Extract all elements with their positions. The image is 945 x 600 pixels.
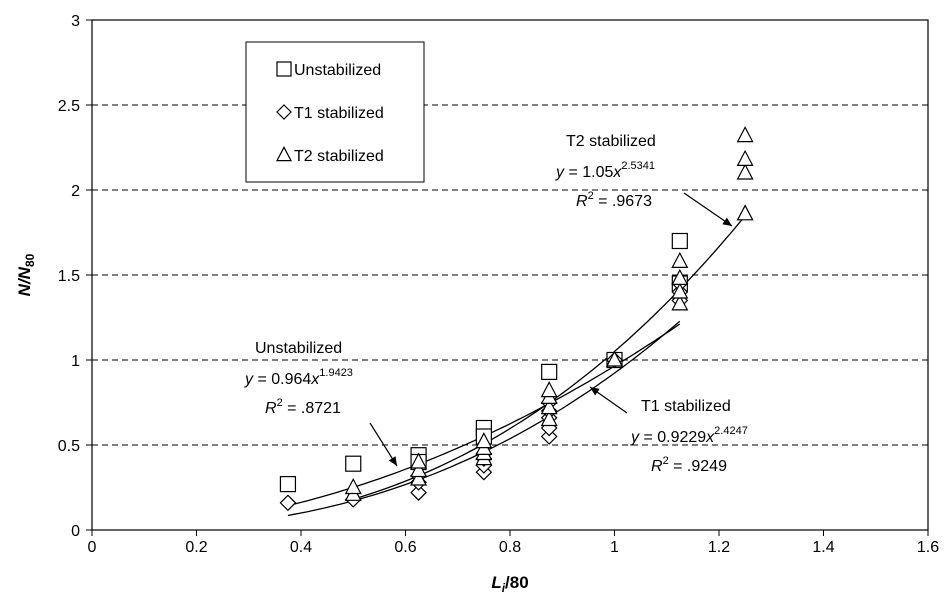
annotation-title-t2: T2 stabilized [566, 133, 656, 150]
legend: Unstabilized T1 stabilized T2 stabilized [245, 41, 425, 183]
annotation-equation-t1: y = 0.9229x2.4247 [630, 425, 748, 446]
y-tick-label: 2 [71, 183, 80, 200]
y-tick-label: 2.5 [58, 98, 80, 115]
legend-label-triangle: T2 stabilized [294, 148, 384, 165]
annotation-r2-unstab: R2 = .8721 [265, 397, 341, 417]
annotation-r2-t1: R2 = .9249 [651, 455, 727, 475]
x-tick-label: 0 [88, 539, 97, 556]
annotation-r2-t2: R2 = .9673 [576, 190, 652, 210]
data-point-diamond [410, 484, 427, 501]
data-point-triangle [475, 432, 493, 449]
data-point-triangle [410, 469, 428, 486]
annotation-equation-t2: y = 1.05x2.5341 [555, 160, 655, 181]
annotation-equation-unstab: y = 0.964x1.9423 [244, 367, 353, 388]
annotation-title-unstab: Unstabilized [255, 340, 342, 357]
annotation-title-t1: T1 stabilized [641, 398, 731, 415]
annotation-arrow-t2 [683, 192, 733, 227]
x-tick-label: 1.4 [812, 539, 834, 556]
y-tick-label: 0.5 [58, 438, 80, 455]
annotations: Unstabilized y = 0.964x1.9423 R2 = .8721 T1… [244, 133, 748, 475]
x-tick-label: 1 [610, 539, 619, 556]
data-point-square [671, 232, 688, 250]
x-tick-label: 1.2 [708, 539, 730, 556]
annotation-arrowhead-t1 [590, 387, 600, 396]
x-tick-label: 0.4 [290, 539, 312, 556]
y-tick-label: 1 [71, 353, 80, 370]
data-point-triangle [344, 477, 362, 495]
gridlines [92, 19, 928, 446]
data-point-triangle [736, 204, 754, 221]
data-point-triangle [606, 350, 623, 367]
data-point-triangle [540, 398, 558, 415]
legend-marker-square [276, 61, 292, 77]
legend-label-diamond: T1 stabilized [294, 105, 384, 122]
legend-marker-triangle [276, 146, 292, 162]
data-markers [279, 126, 754, 512]
fit-curve-diamond [287, 320, 681, 517]
x-tick-label: 0.6 [394, 539, 416, 556]
data-point-diamond [540, 428, 558, 445]
x-tick-label: 0.8 [499, 539, 521, 556]
data-point-triangle [540, 381, 558, 398]
data-point-triangle [736, 149, 754, 166]
data-point-triangle [540, 409, 558, 427]
y-tick-label: 1.5 [58, 268, 80, 285]
data-point-triangle [410, 452, 428, 469]
y-tick-label: 0 [71, 523, 80, 540]
data-point-diamond [279, 494, 297, 512]
annotation-arrowhead-t2 [722, 217, 732, 226]
data-point-triangle [671, 294, 689, 311]
data-point-square [541, 363, 558, 380]
annotation-arrowhead-unstab [388, 456, 397, 466]
data-point-triangle [671, 282, 689, 299]
data-point-triangle [736, 126, 754, 143]
legend-marker-diamond [276, 104, 292, 120]
data-point-square [345, 455, 362, 472]
data-point-triangle [736, 163, 754, 180]
data-point-triangle [671, 268, 689, 285]
y-axis-label: N/N80 [15, 253, 37, 296]
axes: 0 0.2 0.4 0.6 0.8 1 1.2 1.4 1.6 0 0.5 1 1.5 2 2.5 3 Li/8… [15, 13, 939, 595]
legend-label-square: Unstabilized [294, 62, 381, 79]
x-axis-label: Li/80 [491, 573, 528, 595]
x-tick-label: 1.6 [917, 539, 939, 556]
data-point-square [279, 476, 297, 493]
x-tick-label: 0.2 [185, 539, 207, 556]
y-tick-label: 3 [71, 13, 80, 30]
data-point-triangle [410, 460, 428, 478]
legend-box [245, 41, 425, 183]
data-point-triangle [671, 251, 689, 268]
